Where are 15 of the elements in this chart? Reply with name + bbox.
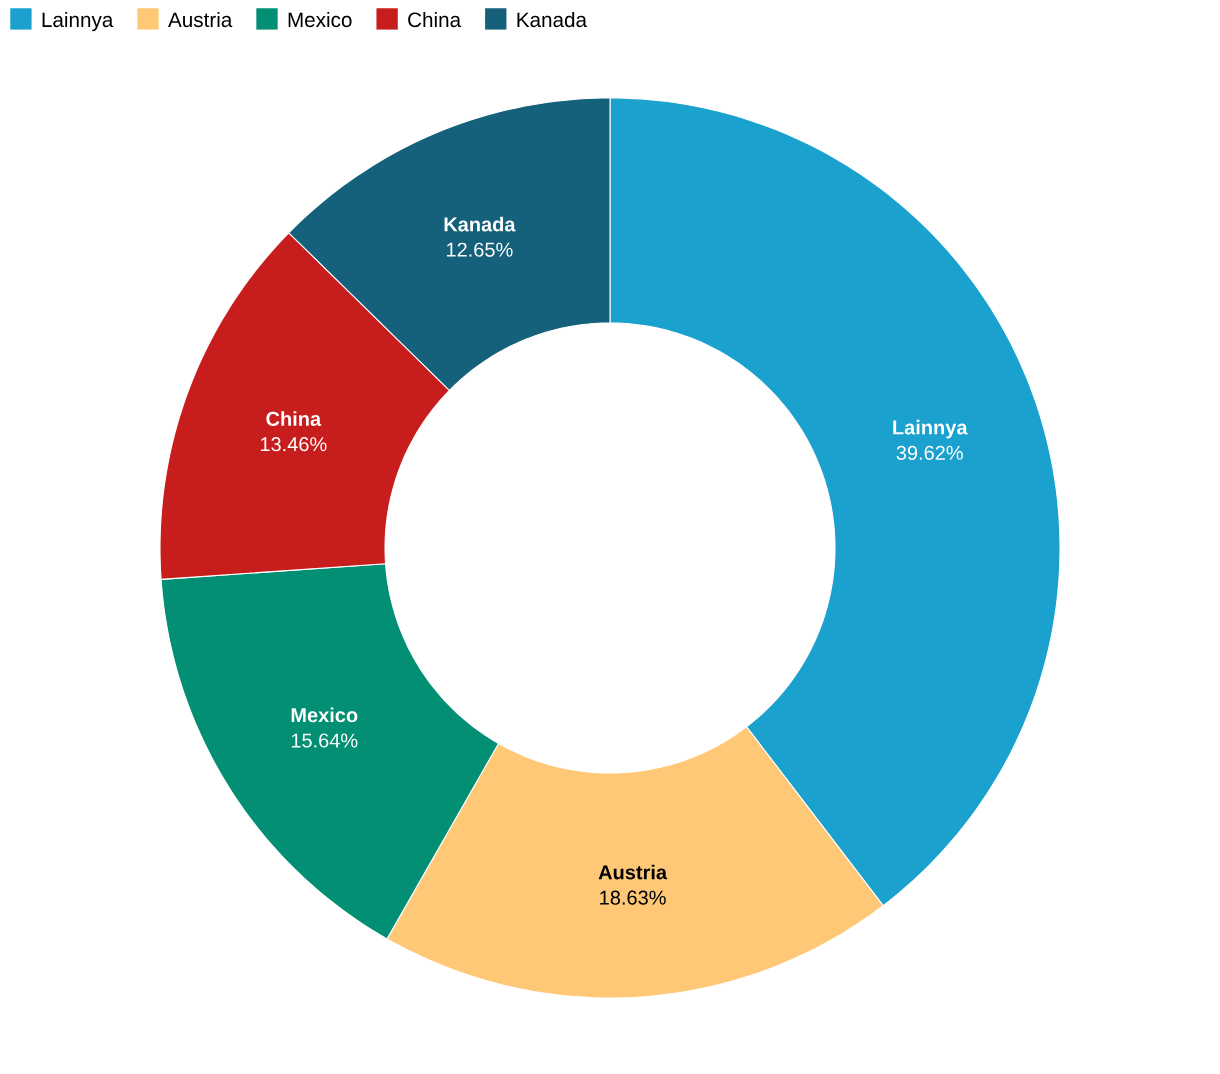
slice-label: Austria: [598, 864, 668, 880]
legend-label: China: [408, 11, 462, 28]
legend-label: Kanada: [517, 11, 587, 28]
data-label: 13.46%: [260, 437, 327, 452]
slice-label: Kanada: [444, 216, 516, 232]
slice-label: Mexico: [291, 707, 358, 723]
data-label: 15.64%: [291, 733, 358, 748]
data-label: 12.65%: [447, 242, 513, 257]
data-label: 18.63%: [600, 890, 666, 905]
legend-label: Austria: [168, 11, 233, 28]
legend-label: Mexico: [288, 11, 352, 28]
slice-label: Lainnya: [893, 419, 968, 439]
legend-label: Lainnya: [42, 11, 114, 32]
slice-label: China: [266, 411, 322, 426]
data-label: 39.62%: [896, 445, 963, 460]
